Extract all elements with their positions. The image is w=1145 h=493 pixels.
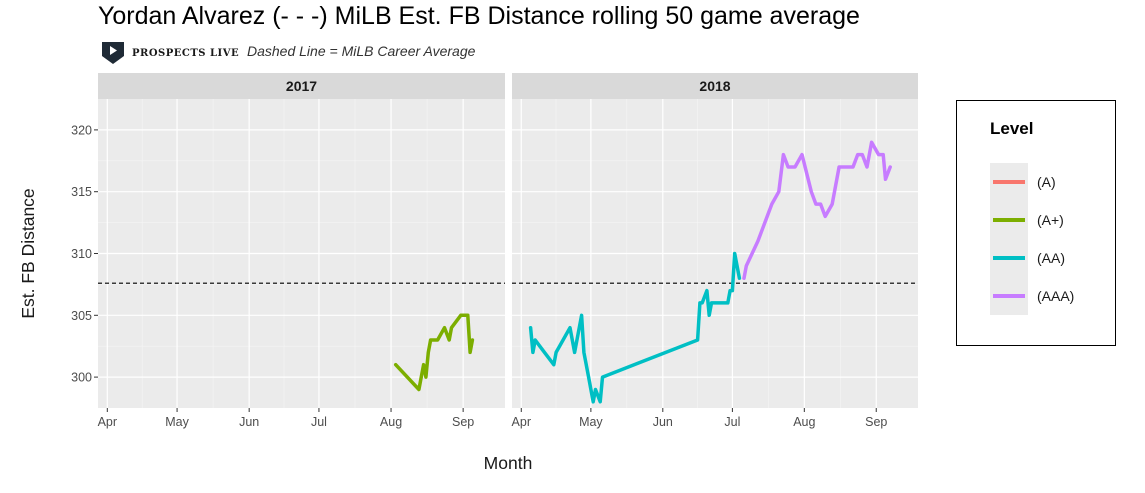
x-axis-title: Month <box>484 453 533 473</box>
chart-title: Yordan Alvarez (- - -) MiLB Est. FB Dist… <box>98 2 860 30</box>
legend-item-a: (A) <box>990 163 1056 201</box>
facet-strip <box>98 73 505 99</box>
legend-item-aaa: (AAA) <box>990 277 1074 315</box>
x-tick-label: Jun <box>653 415 673 429</box>
legend-label-a: (A) <box>1037 174 1056 190</box>
x-tick-label: Aug <box>380 415 402 429</box>
legend-swatch-aaa <box>993 294 1025 298</box>
chart-caption: Dashed Line = MiLB Career Average <box>247 43 476 59</box>
y-tick-label: 315 <box>71 185 92 199</box>
x-tick-label: Jul <box>311 415 327 429</box>
x-tick-label: Apr <box>512 415 531 429</box>
y-tick-label: 305 <box>71 309 92 323</box>
brand-name: PROSPECTS LIVE <box>132 47 240 59</box>
y-tick-label: 310 <box>71 247 92 261</box>
legend-title: Level <box>990 119 1034 138</box>
legend-label-aa: (AA) <box>1037 250 1065 266</box>
y-axis-title: Est. FB Distance <box>18 188 38 318</box>
series-line-aaa <box>742 140 892 280</box>
y-tick-label: 300 <box>71 371 92 385</box>
x-tick-label: May <box>165 415 189 429</box>
legend-label-aaa: (AAA) <box>1037 288 1075 304</box>
legend: Level (A) (A+) (AA) (AAA) <box>956 100 1116 346</box>
x-tick-label: Apr <box>98 415 117 429</box>
brand-logo: PROSPECTS LIVE <box>102 42 239 64</box>
legend-key-aaa <box>990 277 1028 315</box>
facet-label: 2017 <box>286 78 317 94</box>
y-tick-label: 320 <box>71 123 92 137</box>
series-line-aa <box>528 251 742 404</box>
chart-plot: 2017 300 305 310 315 320 Apr May Jun Jul Aug Sep 201… <box>18 73 918 473</box>
legend-key-aa <box>990 239 1028 277</box>
x-tick-label: Aug <box>793 415 815 429</box>
legend-key-a <box>990 163 1028 201</box>
legend-swatch-a-plus <box>993 218 1025 222</box>
legend-item-a-plus: (A+) <box>990 201 1064 239</box>
legend-swatch-a <box>993 180 1025 184</box>
play-shield-icon <box>102 42 124 64</box>
legend-item-aa: (AA) <box>990 239 1065 277</box>
x-tick-label: Sep <box>865 415 887 429</box>
legend-swatch-aa <box>993 256 1025 260</box>
x-tick-label: Jul <box>724 415 740 429</box>
facet-label: 2018 <box>699 78 730 94</box>
series-line-a-plus <box>393 313 475 392</box>
x-tick-label: May <box>579 415 603 429</box>
legend-label-a-plus: (A+) <box>1037 212 1064 228</box>
x-tick-label: Jun <box>239 415 259 429</box>
facet-strip <box>512 73 918 99</box>
legend-key-a-plus <box>990 201 1028 239</box>
x-tick-label: Sep <box>452 415 474 429</box>
